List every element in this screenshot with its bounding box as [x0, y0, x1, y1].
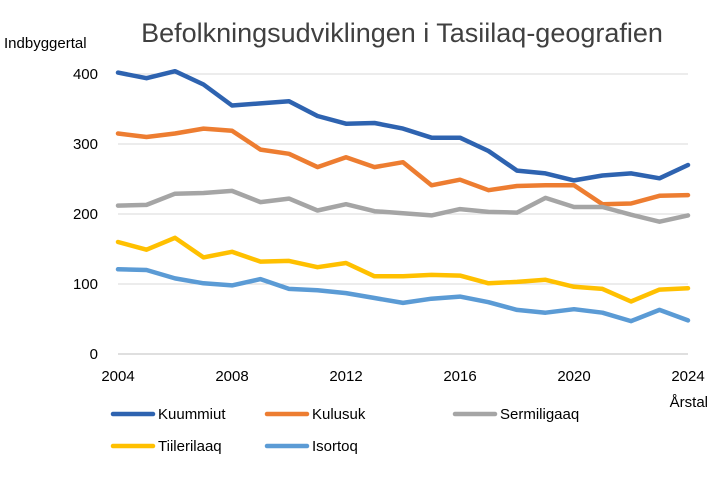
series-line-tiilerilaaq	[115, 235, 691, 304]
series-lines	[115, 68, 691, 324]
legend-item-kuummiut: Kuummiut	[110, 406, 226, 423]
y-tick-labels: 0 100 200 300 400	[73, 66, 98, 363]
legend-label: Kuummiut	[158, 406, 226, 423]
series-line-kulusuk	[115, 126, 691, 207]
x-tick-label: 2016	[443, 368, 476, 385]
x-tick-label: 2004	[101, 368, 134, 385]
x-tick-label: 2008	[215, 368, 248, 385]
legend-label: Sermiligaaq	[500, 406, 579, 423]
x-axis-label: Årstal	[670, 394, 708, 411]
y-tick-label: 300	[73, 136, 98, 153]
y-tick-label: 0	[90, 346, 98, 363]
legend-label: Isortoq	[312, 438, 358, 455]
y-axis-label: Indbyggertal	[4, 35, 87, 52]
legend-item-isortoq: Isortoq	[264, 438, 358, 455]
legend: Kuummiut Kulusuk Sermiligaaq Tiilerilaaq Iso…	[110, 406, 579, 455]
series-line-isortoq	[115, 267, 691, 324]
series-line-sermiligaaq	[115, 188, 691, 224]
series-line-kuummiut	[115, 68, 691, 183]
x-tick-label: 2012	[329, 368, 362, 385]
chart-title: Befolkningsudviklingen i Tasiilaq-geogra…	[141, 18, 663, 48]
y-tick-label: 100	[73, 276, 98, 293]
legend-item-sermiligaaq: Sermiligaaq	[452, 406, 579, 423]
y-tick-label: 200	[73, 206, 98, 223]
y-tick-label: 400	[73, 66, 98, 83]
legend-item-tiilerilaaq: Tiilerilaaq	[110, 438, 222, 455]
x-tick-label: 2020	[557, 368, 590, 385]
legend-item-kulusuk: Kulusuk	[264, 406, 366, 423]
legend-label: Tiilerilaaq	[158, 438, 222, 455]
x-tick-label: 2024	[671, 368, 704, 385]
x-tick-labels: 2004 2008 2012 2016 2020 2024	[101, 368, 704, 385]
legend-label: Kulusuk	[312, 406, 366, 423]
